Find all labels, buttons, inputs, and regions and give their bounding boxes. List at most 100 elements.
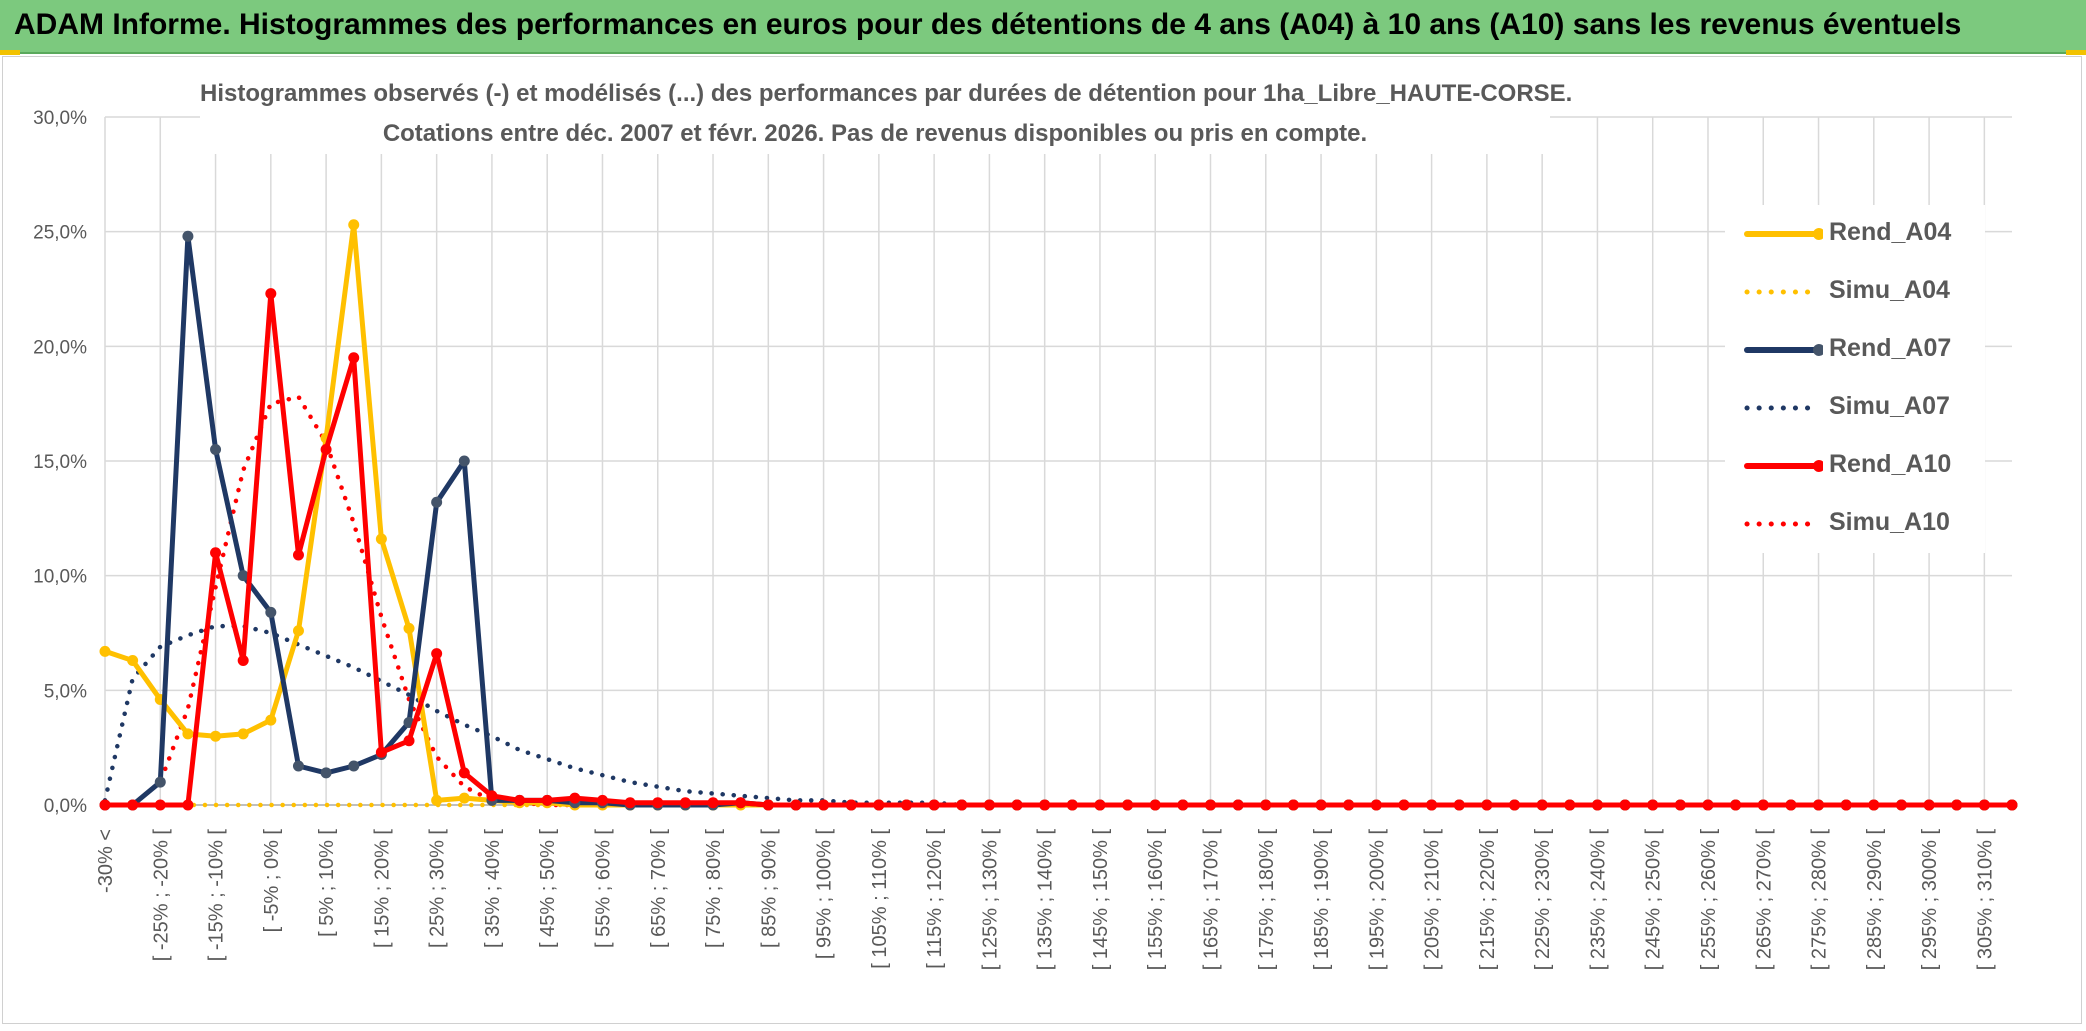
legend-label: Simu_A04 (1829, 276, 1950, 304)
legend: Rend_A04 Simu_A04 Rend_A07 Simu_A07 Rend_A10… (1725, 205, 1985, 553)
data-point-rend-a10 (1591, 799, 1603, 811)
legend-item-rend-a04: Rend_A04 (1725, 205, 1985, 263)
x-tick-label: [ 195% ; 200% [ (1366, 829, 1388, 971)
data-point-rend-a07 (182, 230, 194, 242)
legend-label: Simu_A10 (1829, 508, 1950, 536)
data-point-rend-a10 (2006, 799, 2018, 811)
series-rend-a10 (99, 288, 2018, 811)
x-tick-label: [ 105% ; 110% [ (869, 829, 891, 969)
data-point-rend-a10 (1315, 799, 1327, 811)
data-point-rend-a10 (845, 799, 857, 811)
data-point-rend-a10 (99, 799, 111, 811)
x-tick-label: [ 275% ; 280% [ (1809, 829, 1831, 971)
corner-accent-right (2066, 50, 2086, 55)
legend-item-rend-a07: Rend_A07 (1725, 321, 1985, 379)
legend-item-simu-a04: Simu_A04 (1725, 263, 1985, 321)
data-point-rend-a10 (762, 799, 774, 811)
data-point-rend-a04 (403, 622, 415, 634)
data-point-rend-a10 (1149, 799, 1161, 811)
x-tick-label: [ 85% ; 90% [ (758, 829, 780, 948)
x-tick-label: [ 265% ; 270% [ (1753, 829, 1775, 971)
data-point-rend-a04 (182, 728, 194, 740)
x-tick-label: [ 45% ; 50% [ (537, 829, 559, 948)
data-point-rend-a10 (1260, 799, 1272, 811)
data-point-rend-a10 (1066, 799, 1078, 811)
data-point-rend-a10 (1951, 799, 1963, 811)
x-tick-label: -30% < (95, 829, 117, 893)
chart-title-line-1: Histogrammes observés (-) et modélisés (… (200, 80, 1573, 107)
x-tick-label: [ 295% ; 300% [ (1919, 829, 1941, 971)
data-point-rend-a10 (1702, 799, 1714, 811)
grid-lines (104, 116, 2012, 806)
x-tick-label: [ 75% ; 80% [ (703, 829, 725, 948)
y-tick-label: 5,0% (44, 681, 87, 702)
corner-accent-left (0, 50, 20, 55)
data-point-rend-a10 (1094, 799, 1106, 811)
data-point-rend-a07 (431, 496, 443, 508)
data-point-rend-a10 (900, 799, 912, 811)
x-tick-label: [ 15% ; 20% [ (371, 829, 393, 948)
data-point-rend-a10 (1232, 799, 1244, 811)
data-point-rend-a10 (237, 655, 249, 667)
data-point-rend-a10 (403, 735, 415, 747)
x-tick-label: [ 165% ; 170% [ (1201, 829, 1223, 971)
data-point-rend-a10 (486, 790, 498, 802)
series-simu-a07 (102, 623, 2015, 808)
x-tick-label: [ 185% ; 190% [ (1311, 829, 1333, 971)
data-point-rend-a10 (127, 799, 139, 811)
data-point-rend-a04 (375, 533, 387, 545)
x-tick-label: [ -15% ; -10% [ (206, 829, 228, 962)
x-tick-label: [ 155% ; 160% [ (1145, 829, 1167, 971)
x-tick-label: [ 5% ; 10% [ (316, 829, 338, 937)
data-point-rend-a10 (265, 288, 277, 300)
chart-frame (2, 56, 2082, 1024)
x-tick-label: [ 55% ; 60% [ (592, 829, 614, 948)
data-point-rend-a10 (707, 797, 719, 809)
x-tick-label: [ 285% ; 290% [ (1864, 829, 1886, 971)
legend-swatch-simu-a04 (1744, 289, 1822, 295)
y-tick-label: 10,0% (33, 567, 87, 588)
legend-swatch-rend-a04 (1744, 228, 1823, 240)
data-point-rend-a10 (154, 799, 166, 811)
legend-label: Simu_A07 (1829, 392, 1950, 420)
data-point-rend-a10 (1205, 799, 1217, 811)
x-tick-label: [ 235% ; 240% [ (1587, 829, 1609, 971)
x-tick-label: [ 25% ; 30% [ (427, 829, 449, 948)
y-tick-label: 20,0% (33, 337, 87, 358)
x-tick-label: [ 215% ; 220% [ (1477, 829, 1499, 971)
data-point-rend-a10 (652, 797, 664, 809)
data-point-rend-a10 (458, 767, 470, 779)
data-point-rend-a10 (790, 799, 802, 811)
data-point-rend-a10 (1757, 799, 1769, 811)
data-point-rend-a10 (1564, 799, 1576, 811)
data-point-rend-a07 (348, 760, 360, 772)
chart-title-line-2: Cotations entre déc. 2007 et févr. 2026.… (382, 120, 1368, 147)
data-point-rend-a10 (320, 444, 332, 456)
series-line-simu-a07 (102, 623, 2015, 808)
x-tick-label: [ 255% ; 260% [ (1698, 829, 1720, 971)
legend-item-simu-a07: Simu_A07 (1725, 379, 1985, 437)
data-point-rend-a10 (514, 794, 526, 806)
data-point-rend-a10 (569, 792, 581, 804)
legend-item-simu-a10: Simu_A10 (1725, 495, 1985, 553)
data-point-rend-a10 (1177, 799, 1189, 811)
data-point-rend-a10 (348, 352, 360, 364)
x-tick-label: [ -25% ; -20% [ (150, 829, 172, 962)
data-point-rend-a10 (679, 797, 691, 809)
data-point-rend-a10 (596, 794, 608, 806)
legend-swatch-simu-a10 (1744, 521, 1822, 527)
x-tick-label: [ 35% ; 40% [ (482, 829, 504, 948)
legend-swatch-simu-a07 (1744, 405, 1822, 411)
data-point-rend-a10 (375, 746, 387, 758)
legend-label: Rend_A10 (1829, 450, 1952, 478)
data-point-rend-a04 (237, 728, 249, 740)
chart-title: Histogrammes observés (-) et modélisés (… (200, 74, 1573, 154)
data-point-rend-a10 (1647, 799, 1659, 811)
x-tick-label: [ 125% ; 130% [ (979, 829, 1001, 971)
data-point-rend-a10 (1730, 799, 1742, 811)
data-point-rend-a10 (1039, 799, 1051, 811)
x-tick-label: [ 145% ; 150% [ (1090, 829, 1112, 971)
y-tick-label: 15,0% (33, 452, 87, 473)
x-tick-label: [ 115% ; 120% [ (924, 829, 946, 969)
data-point-rend-a10 (1619, 799, 1631, 811)
